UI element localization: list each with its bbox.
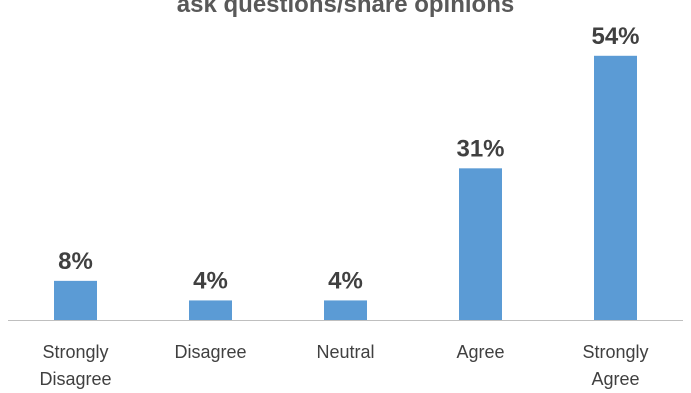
bar-2 bbox=[324, 300, 367, 320]
data-label-0: 8% bbox=[58, 248, 93, 275]
bar-1 bbox=[189, 300, 232, 320]
category-label-4-line-1: Agree bbox=[591, 369, 639, 389]
category-label-0-line-1: Disagree bbox=[39, 369, 111, 389]
category-label-3: Agree bbox=[456, 342, 504, 362]
category-label-1-line-0: Disagree bbox=[174, 342, 246, 362]
bars-group bbox=[54, 55, 637, 321]
bar-0 bbox=[54, 280, 97, 320]
data-label-3: 31% bbox=[456, 135, 504, 162]
category-label-4: Strongly Agree bbox=[582, 342, 648, 389]
category-label-2-line-0: Neutral bbox=[316, 342, 374, 362]
bar-3 bbox=[459, 168, 502, 320]
category-label-2: Neutral bbox=[316, 342, 374, 362]
category-label-0: Strongly Disagree bbox=[39, 342, 111, 389]
category-label-1: Disagree bbox=[174, 342, 246, 362]
category-label-0-line-0: Strongly bbox=[42, 342, 108, 362]
chart-title: ask questions/share opinions bbox=[176, 0, 515, 18]
category-label-3-line-0: Agree bbox=[456, 342, 504, 362]
data-label-1: 4% bbox=[193, 267, 228, 294]
bar-4 bbox=[594, 55, 637, 321]
category-label-4-line-0: Strongly bbox=[582, 342, 648, 362]
data-label-4: 54% bbox=[591, 23, 639, 50]
data-labels-group: 8% 4% 4% 31% 54% bbox=[58, 23, 639, 295]
data-label-2: 4% bbox=[328, 267, 363, 294]
